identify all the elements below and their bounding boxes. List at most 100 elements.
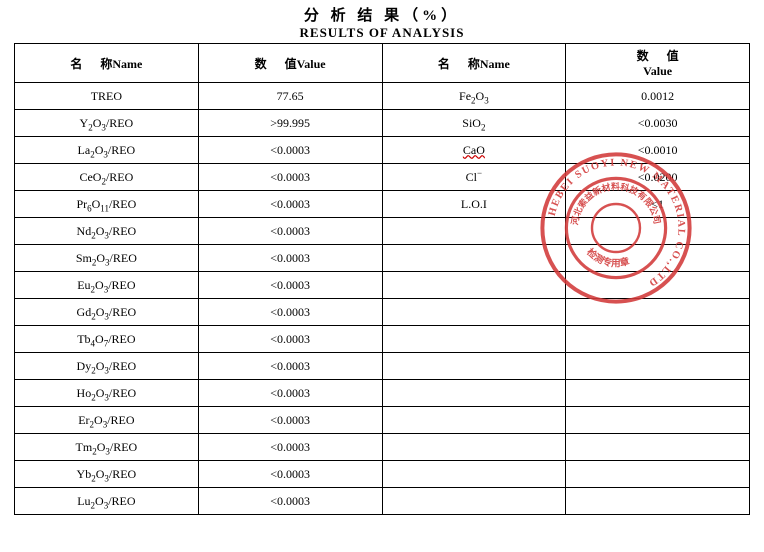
cell-value-left: <0.0003 [198,461,382,488]
cell-name-left: Tm2O3/REO [15,434,199,461]
table-row: Sm2O3/REO<0.0003 [15,245,750,272]
cell-name-right: CaO [382,137,566,164]
cell-name-left: Ho2O3/REO [15,380,199,407]
cell-name-left: TREO [15,83,199,110]
cell-value-left: <0.0003 [198,326,382,353]
cell-name-right [382,326,566,353]
cell-value-right: 0.0012 [566,83,750,110]
header-value-2: 数 值Value [566,44,750,83]
cell-name-left: La2O3/REO [15,137,199,164]
table-row: Gd2O3/REO<0.0003 [15,299,750,326]
cell-name-right [382,434,566,461]
cell-value-left: 77.65 [198,83,382,110]
cell-value-right [566,380,750,407]
table-row: Y2O3/REO>99.995SiO2<0.0030 [15,110,750,137]
header-name-2: 名 称Name [382,44,566,83]
cell-value-left: <0.0003 [198,488,382,515]
cell-value-right [566,218,750,245]
cell-value-left: <0.0003 [198,434,382,461]
cell-value-left: <0.0003 [198,272,382,299]
cell-value-left: >99.995 [198,110,382,137]
cell-name-right: SiO2 [382,110,566,137]
cell-name-right: L.O.I [382,191,566,218]
table-row: CeO2/REO<0.0003Cl−<0.0200 [15,164,750,191]
hdr-val2-cn: 数 [637,49,649,63]
cell-name-right: Fe2O3 [382,83,566,110]
header-name-1: 名 称Name [15,44,199,83]
cell-name-right [382,488,566,515]
table-row: Tm2O3/REO<0.0003 [15,434,750,461]
cell-name-left: Dy2O3/REO [15,353,199,380]
cell-value-right: <0.0010 [566,137,750,164]
cell-value-right [566,488,750,515]
title-en: RESULTS OF ANALYSIS [14,25,750,41]
cell-value-left: <0.0003 [198,407,382,434]
hdr-val2-sp: 值 [667,49,679,63]
table-body: TREO77.65Fe2O30.0012Y2O3/REO>99.995SiO2<… [15,83,750,515]
cell-name-left: Yb2O3/REO [15,461,199,488]
hdr-name-lbl2: 称Name [468,57,510,71]
hdr-name-cn: 名 [70,57,82,71]
table-row: Tb4O7/REO<0.0003 [15,326,750,353]
cell-name-left: Pr6O11/REO [15,191,199,218]
cell-name-left: Lu2O3/REO [15,488,199,515]
cell-value-right [566,326,750,353]
cell-value-right: <0.0200 [566,164,750,191]
cell-name-right [382,407,566,434]
cell-value-right [566,245,750,272]
table-row: TREO77.65Fe2O30.0012 [15,83,750,110]
cell-name-left: Nd2O3/REO [15,218,199,245]
table-row: Dy2O3/REO<0.0003 [15,353,750,380]
table-row: Nd2O3/REO<0.0003 [15,218,750,245]
table-row: Yb2O3/REO<0.0003 [15,461,750,488]
cell-value-left: <0.0003 [198,380,382,407]
table-row: Er2O3/REO<0.0003 [15,407,750,434]
cell-value-left: <0.0003 [198,245,382,272]
cell-value-right: <1 [566,191,750,218]
hdr-val2-en: Value [643,64,672,78]
hdr-val-cn: 数 [255,57,267,71]
cell-value-left: <0.0003 [198,353,382,380]
cell-name-right [382,353,566,380]
hdr-name-cn2: 名 [438,57,450,71]
title-cn: 分 析 结 果（%） [14,4,750,25]
cell-name-right [382,461,566,488]
cell-name-left: Sm2O3/REO [15,245,199,272]
header-value-1: 数 值Value [198,44,382,83]
cell-name-right [382,299,566,326]
cell-name-left: CeO2/REO [15,164,199,191]
cell-value-right: <0.0030 [566,110,750,137]
hdr-name-lbl: 称Name [100,57,142,71]
table-header-row: 名 称Name 数 值Value 名 称Name 数 值Value [15,44,750,83]
cell-value-right [566,461,750,488]
cell-value-right [566,272,750,299]
table-row: Eu2O3/REO<0.0003 [15,272,750,299]
cell-value-left: <0.0003 [198,299,382,326]
cell-value-left: <0.0003 [198,218,382,245]
analysis-table: 名 称Name 数 值Value 名 称Name 数 值Value TREO77… [14,43,750,515]
title-block: 分 析 结 果（%） RESULTS OF ANALYSIS [14,4,750,41]
cell-value-left: <0.0003 [198,191,382,218]
cell-name-left: Tb4O7/REO [15,326,199,353]
cell-name-left: Eu2O3/REO [15,272,199,299]
hdr-val-lbl: 值Value [285,57,326,71]
cell-name-left: Er2O3/REO [15,407,199,434]
table-row: Ho2O3/REO<0.0003 [15,380,750,407]
table-row: La2O3/REO<0.0003CaO<0.0010 [15,137,750,164]
cell-name-right [382,380,566,407]
table-row: Lu2O3/REO<0.0003 [15,488,750,515]
cell-name-left: Gd2O3/REO [15,299,199,326]
cell-value-left: <0.0003 [198,137,382,164]
cell-value-right [566,434,750,461]
cell-value-left: <0.0003 [198,164,382,191]
cell-name-right: Cl− [382,164,566,191]
analysis-report-page: 分 析 结 果（%） RESULTS OF ANALYSIS 名 称Name 数… [0,0,764,525]
cell-value-right [566,353,750,380]
cell-value-right [566,299,750,326]
table-row: Pr6O11/REO<0.0003L.O.I<1 [15,191,750,218]
cell-name-right [382,245,566,272]
cell-name-right [382,218,566,245]
cell-value-right [566,407,750,434]
cell-name-left: Y2O3/REO [15,110,199,137]
cell-name-right [382,272,566,299]
